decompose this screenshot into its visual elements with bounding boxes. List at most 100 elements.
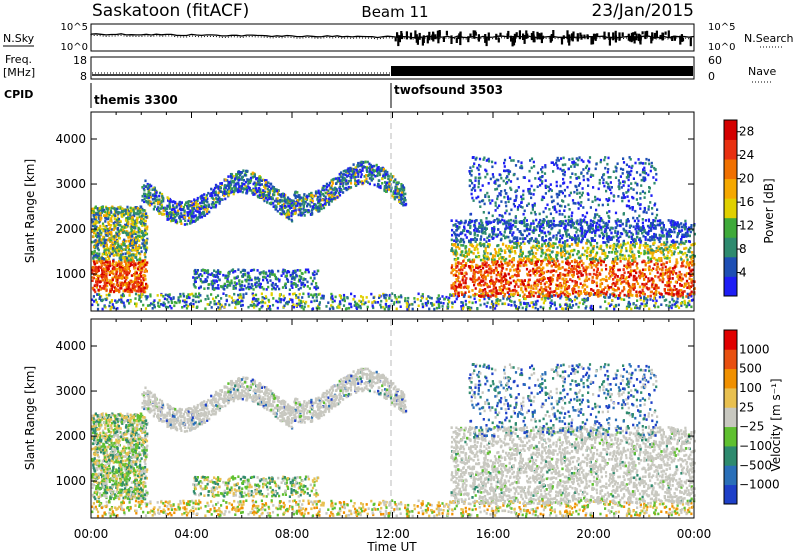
power-cell xyxy=(477,251,480,255)
power-cell xyxy=(547,269,550,273)
power-cell xyxy=(96,240,99,243)
power-cell xyxy=(303,305,306,309)
power-cell xyxy=(240,304,243,308)
power-cell xyxy=(249,276,252,280)
power-cell xyxy=(299,203,302,206)
power-cell xyxy=(382,294,385,297)
power-cell xyxy=(638,307,641,310)
power-cell xyxy=(451,233,454,237)
power-cell xyxy=(218,196,221,199)
power-cell xyxy=(276,209,279,213)
beam-title: Beam 11 xyxy=(361,3,428,21)
power-cell xyxy=(142,278,145,282)
power-cell xyxy=(97,269,100,272)
power-cell xyxy=(223,305,226,309)
power-cell xyxy=(311,199,314,203)
power-cell xyxy=(271,189,275,193)
power-cell xyxy=(173,208,176,211)
power-cell xyxy=(215,280,218,283)
power-cell xyxy=(379,186,382,190)
power-cell xyxy=(223,282,226,286)
power-cell xyxy=(91,303,94,307)
power-cell xyxy=(307,295,310,298)
power-cell xyxy=(259,190,262,194)
power-cell xyxy=(168,205,172,209)
power-cell xyxy=(291,201,294,204)
noise-search-burst xyxy=(621,32,624,37)
power-cell xyxy=(108,260,111,264)
power-cell xyxy=(118,219,121,223)
power-cell xyxy=(121,264,124,268)
power-cell xyxy=(145,270,148,273)
power-cell xyxy=(608,304,612,308)
power-cell xyxy=(589,306,592,310)
power-cell xyxy=(168,293,171,296)
power-cell xyxy=(139,210,142,213)
power-cell xyxy=(166,196,169,199)
power-cell xyxy=(128,210,131,213)
power-cell xyxy=(317,304,320,308)
power-cell xyxy=(138,215,141,219)
power-cell xyxy=(327,189,330,192)
power-cell xyxy=(404,297,407,300)
power-cell xyxy=(264,196,267,200)
power-cell xyxy=(127,286,130,289)
power-cell xyxy=(191,292,194,296)
power-cell xyxy=(93,231,96,235)
power-cell xyxy=(256,303,259,306)
power-cell xyxy=(173,210,176,213)
power-cell xyxy=(127,267,130,271)
power-cell xyxy=(228,190,231,193)
power-cell xyxy=(200,269,203,272)
power-cell xyxy=(185,306,189,310)
power-cell xyxy=(399,305,402,308)
power-cell xyxy=(198,274,201,277)
power-cell xyxy=(290,204,293,207)
power-cell xyxy=(200,199,203,203)
power-cell xyxy=(675,300,678,303)
power-cell xyxy=(238,282,241,286)
noise-search-burst xyxy=(664,31,667,35)
power-cell xyxy=(209,194,212,197)
power-cell xyxy=(227,274,230,278)
power-cell xyxy=(129,213,132,217)
power-cell xyxy=(210,306,213,309)
power-cell xyxy=(252,193,255,196)
power-cell xyxy=(397,181,400,184)
power-cell xyxy=(116,289,119,292)
power-cell xyxy=(153,305,156,309)
power-cell xyxy=(172,204,175,207)
power-cell xyxy=(371,171,374,175)
power-cell xyxy=(209,273,212,276)
power-cell xyxy=(132,263,135,267)
power-cell xyxy=(178,200,181,204)
power-cell xyxy=(236,275,239,278)
power-cell xyxy=(153,195,156,198)
power-cell xyxy=(128,294,131,297)
power-cell xyxy=(333,187,336,191)
power-cell xyxy=(241,296,244,300)
power-cell xyxy=(122,243,125,246)
power-cell xyxy=(299,304,302,308)
noise-search-burst xyxy=(532,34,535,43)
power-cell xyxy=(456,233,459,237)
power-cell xyxy=(604,296,607,299)
power-cell xyxy=(343,187,346,190)
power-cell xyxy=(540,297,543,301)
power-cell xyxy=(91,271,94,275)
power-cell xyxy=(113,238,116,242)
power-cell xyxy=(353,295,356,298)
power-cell xyxy=(101,222,105,226)
power-cell xyxy=(318,292,321,296)
noise-search-burst xyxy=(655,30,658,39)
power-cell xyxy=(234,270,237,273)
power-cell xyxy=(133,230,136,233)
power-cell xyxy=(292,209,295,213)
power-cell xyxy=(166,216,169,219)
power-cell xyxy=(185,295,188,298)
power-cell xyxy=(286,300,289,304)
power-cell xyxy=(100,261,103,265)
power-cell xyxy=(363,166,366,169)
power-cell xyxy=(349,182,353,185)
power-cell xyxy=(235,282,238,285)
